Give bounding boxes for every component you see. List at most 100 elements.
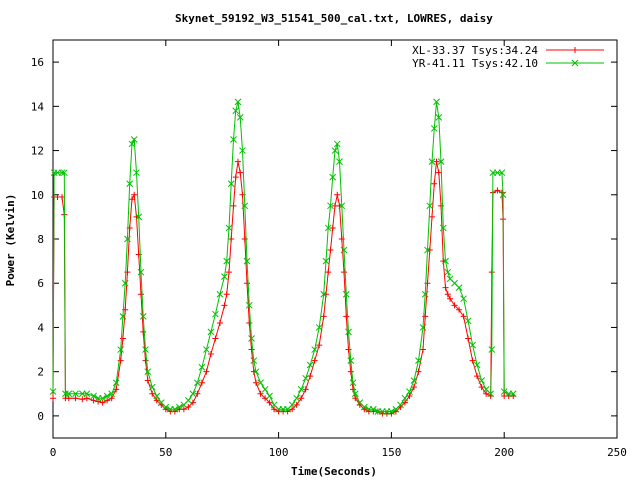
- data-point-yr: [437, 158, 445, 165]
- data-point-yr: [306, 361, 314, 369]
- data-point-yr: [469, 341, 476, 349]
- data-point-xl: [207, 350, 214, 357]
- data-point-xl: [221, 302, 228, 309]
- data-point-yr: [241, 202, 249, 210]
- data-point-xl: [65, 395, 72, 402]
- data-point-yr: [148, 383, 156, 391]
- data-point-yr: [266, 392, 273, 400]
- data-point-yr: [112, 379, 120, 387]
- data-point-xl: [203, 368, 210, 375]
- data-point-yr: [185, 397, 192, 404]
- data-point-yr: [509, 390, 517, 398]
- x-tick-label: 100: [269, 446, 289, 459]
- data-point-yr: [488, 346, 496, 353]
- data-point-xl: [137, 291, 144, 298]
- data-point-yr: [397, 401, 404, 409]
- data-point-xl: [223, 291, 230, 298]
- data-point-yr: [119, 313, 127, 320]
- data-point-xl: [144, 377, 151, 384]
- data-point-xl: [79, 396, 86, 403]
- data-point-xl: [311, 357, 318, 364]
- data-point-xl: [316, 342, 323, 349]
- data-point-yr: [124, 235, 131, 243]
- data-point-xl: [329, 224, 336, 231]
- data-point-xl: [248, 346, 255, 353]
- data-point-yr: [99, 394, 106, 402]
- data-point-yr: [128, 140, 136, 148]
- data-point-xl: [345, 346, 352, 353]
- x-tick-label: 250: [607, 446, 627, 459]
- data-point-yr: [245, 301, 253, 309]
- data-point-xl: [140, 328, 147, 335]
- y-tick-label: 2: [37, 366, 44, 379]
- data-point-yr: [442, 257, 449, 265]
- data-point-xl: [237, 169, 244, 176]
- data-point-yr: [223, 257, 231, 265]
- data-point-yr: [315, 324, 323, 331]
- data-point-yr: [500, 388, 508, 395]
- data-point-yr: [250, 357, 258, 364]
- data-point-yr: [58, 169, 66, 177]
- data-point-xl: [72, 395, 79, 402]
- data-point-xl: [435, 169, 442, 176]
- data-point-yr: [137, 268, 145, 276]
- data-point-yr: [297, 386, 305, 393]
- plot-area: 0 2 4 6 8 10 12 14 16 0 50 100 150 200 250: [31, 39, 627, 459]
- data-point-yr: [252, 368, 260, 376]
- data-point-yr: [464, 317, 472, 325]
- data-point-yr: [49, 388, 57, 395]
- x-axis-label: Time(Seconds): [291, 465, 377, 478]
- data-point-xl: [460, 313, 467, 320]
- data-point-xl: [325, 269, 332, 276]
- data-point-yr: [333, 140, 341, 148]
- data-point-xl: [447, 295, 454, 302]
- data-point-xl: [289, 406, 296, 413]
- legend-label-xl: XL-33.37 Tsys:34.24: [412, 44, 538, 57]
- data-point-yr: [320, 290, 328, 298]
- data-point-xl: [83, 395, 90, 402]
- data-point-yr: [478, 377, 485, 384]
- data-point-yr: [349, 379, 357, 387]
- data-point-yr: [133, 169, 140, 177]
- data-point-yr: [126, 180, 134, 188]
- data-point-xl: [343, 313, 350, 320]
- data-point-yr: [293, 394, 301, 402]
- data-point-yr: [227, 180, 235, 188]
- data-point-xl: [241, 236, 248, 242]
- legend-marker-yr: [571, 59, 579, 67]
- data-point-xl: [293, 401, 300, 408]
- data-point-xl: [212, 335, 219, 342]
- data-point-xl: [216, 320, 223, 327]
- y-tick-label: 10: [31, 189, 44, 202]
- data-point-yr: [329, 173, 337, 181]
- data-point-yr: [419, 324, 427, 331]
- data-point-xl: [198, 379, 205, 386]
- data-point-yr: [322, 257, 330, 265]
- data-point-yr: [144, 368, 152, 376]
- data-point-xl: [257, 390, 264, 397]
- data-point-xl: [253, 379, 260, 386]
- data-point-yr: [108, 390, 116, 398]
- data-point-yr: [175, 403, 183, 411]
- data-point-yr: [433, 98, 440, 106]
- data-point-yr: [198, 363, 206, 371]
- data-point-yr: [435, 114, 443, 121]
- data-point-yr: [406, 388, 413, 395]
- y-tick-label: 14: [31, 100, 45, 113]
- data-point-xl: [95, 398, 102, 405]
- y-tick-label: 0: [37, 410, 44, 423]
- data-point-xl: [128, 196, 135, 203]
- data-point-yr: [117, 346, 125, 353]
- data-point-yr: [257, 379, 264, 387]
- data-point-xl: [433, 158, 440, 165]
- x-tick-label: 50: [159, 446, 172, 459]
- y-tick-label: 4: [37, 321, 44, 334]
- data-point-yr: [498, 169, 506, 177]
- data-point-yr: [90, 392, 97, 400]
- data-point-xl: [469, 357, 476, 364]
- data-point-xl: [347, 368, 354, 375]
- data-point-yr: [336, 158, 343, 165]
- data-point-yr: [444, 268, 452, 276]
